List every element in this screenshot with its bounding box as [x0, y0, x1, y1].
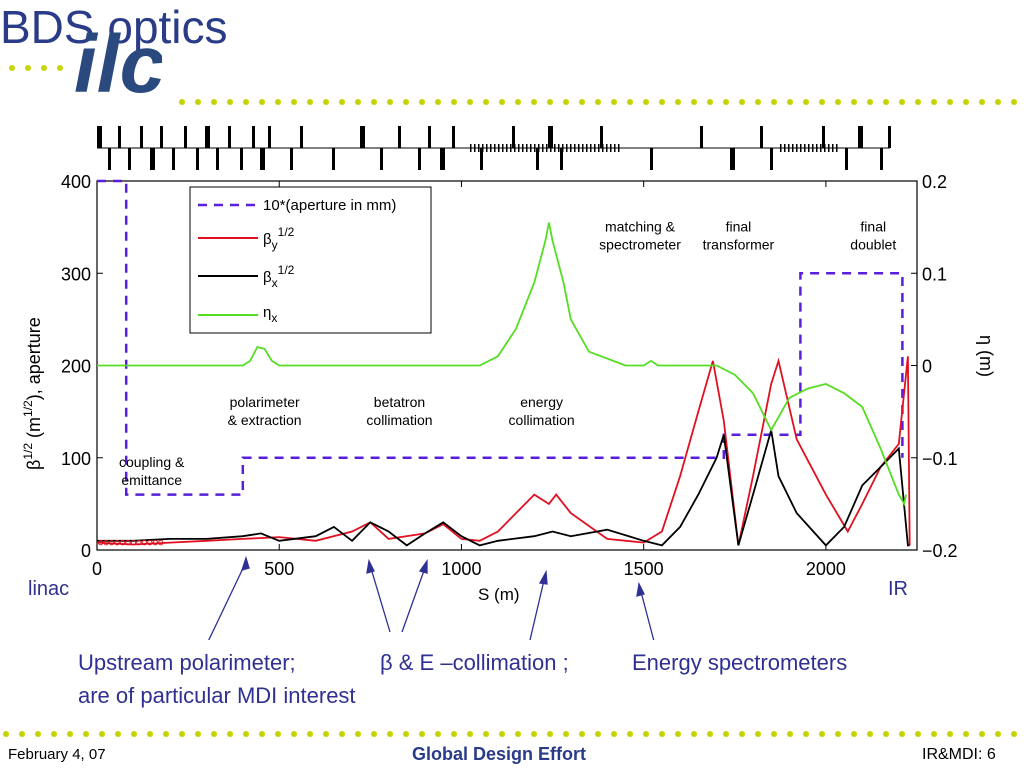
y2-axis-label: η (m) [976, 335, 996, 377]
chart-annotation-4: spectrometer [599, 237, 681, 253]
label-linac: linac [28, 578, 70, 600]
chart-annotation-1: polarimeter [230, 394, 300, 410]
legend-label-aperture: 10*(aperture in mm) [263, 197, 396, 214]
series-marker [97, 539, 104, 546]
dotted-divider-top [9, 65, 1017, 105]
series-line-3 [97, 222, 907, 507]
series-marker [141, 539, 148, 546]
dotted-divider-bottom [3, 731, 1017, 737]
chart-annotation-2: collimation [366, 412, 432, 428]
y2-tick-label: 0.1 [922, 264, 947, 284]
y2-tick-label: 0.2 [922, 172, 947, 192]
x-tick-label: 2000 [806, 559, 846, 579]
series-line-2 [97, 429, 910, 547]
chart-annotation-2: betatron [374, 394, 425, 410]
chart-annotation-0: emittance [121, 472, 182, 488]
y2-tick-label: −0.2 [922, 541, 958, 561]
chart-annotation-4: matching & [605, 219, 676, 235]
y-axis-label: β1/2 (m1/2), aperture [21, 317, 44, 470]
y-tick-label: 400 [61, 172, 91, 192]
series-line-0 [97, 179, 904, 496]
y-tick-label: 300 [61, 264, 91, 284]
label-ir: IR [888, 578, 908, 600]
chart-annotation-6: doublet [850, 237, 896, 253]
chart-annotation-5: final [726, 219, 752, 235]
series-marker [108, 539, 115, 546]
x-tick-label: 1500 [624, 559, 664, 579]
chart-legend: 10*(aperture in mm) βy1/2 βx1/2 ηx [189, 186, 432, 334]
series-marker [119, 539, 126, 546]
legend-box [189, 186, 432, 334]
ilc-logo: ilc [74, 19, 162, 106]
magnet-lattice-strip [97, 126, 891, 170]
bds-optics-chart: 0 500 1000 1500 2000 0 100 200 300 400 −0.2 −0.1 0 0.… [21, 126, 996, 640]
series-line-1 [96, 356, 911, 546]
page-title: BDS optics [0, 1, 228, 53]
series-marker [103, 539, 109, 546]
chart-annotation-5: transformer [703, 237, 775, 253]
chart-annotation-3: energy [520, 394, 563, 410]
callout-polarimeter: Upstream polarimeter; [78, 650, 296, 675]
x-tick-label: 1000 [441, 559, 481, 579]
footer-title: Global Design Effort [412, 744, 587, 764]
y-tick-label: 200 [61, 357, 91, 377]
callout-mdi-interest: are of particular MDI interest [78, 683, 356, 708]
y2-tick-label: −0.1 [922, 449, 958, 469]
chart-annotation-6: final [860, 219, 886, 235]
x-tick-label: 500 [264, 559, 294, 579]
callout-collimation: β & E –collimation ; [380, 650, 569, 675]
footer-date: February 4, 07 [8, 746, 106, 763]
series-marker [158, 539, 164, 546]
ilc-logo-text: ilc [74, 19, 162, 106]
y2-tick-label: 0 [922, 357, 932, 377]
series-marker [130, 539, 137, 546]
chart-annotation-0: coupling & [119, 454, 185, 470]
y-tick-label: 100 [61, 449, 91, 469]
series-marker [152, 539, 159, 546]
series-marker [147, 539, 153, 546]
chart-annotation-3: collimation [509, 412, 575, 428]
x-axis-label: S (m) [478, 585, 520, 604]
series-marker [114, 539, 120, 546]
x-tick-label: 0 [92, 559, 102, 579]
callout-arrows [208, 555, 655, 640]
series-marker [125, 539, 131, 546]
callout-spectrometers: Energy spectrometers [632, 650, 848, 675]
footer-page: IR&MDI: 6 [922, 746, 996, 763]
series-marker [136, 539, 142, 546]
chart-annotation-1: & extraction [228, 412, 302, 428]
y-tick-label: 0 [81, 541, 91, 561]
